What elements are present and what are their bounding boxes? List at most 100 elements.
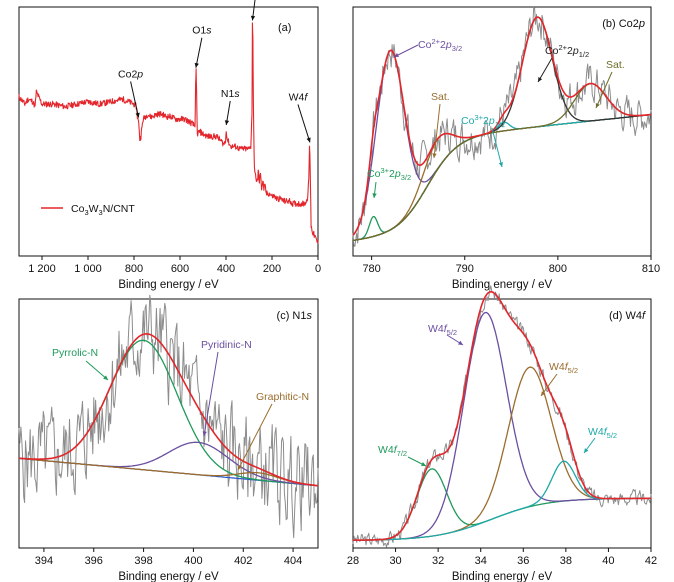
fit-component-3 xyxy=(19,457,319,487)
survey-spectrum-line xyxy=(18,22,319,244)
panel-c-n1s: 394 396 398 400 402 404 Binding energy / eV (c)… xyxy=(18,294,319,582)
peak-annotation: W4f7/2 xyxy=(378,444,407,458)
panel-label: (c) N1s xyxy=(277,310,313,322)
x-tick-label: 28 xyxy=(347,555,359,567)
plot-frame xyxy=(18,6,319,257)
plot-frame xyxy=(352,6,652,257)
x-tick-label: 0 xyxy=(315,263,321,275)
x-tick-label: 1 200 xyxy=(28,263,56,275)
annotation-arrow xyxy=(491,127,503,168)
panel-label: (d) W4f xyxy=(609,310,646,322)
fit-component-4 xyxy=(353,460,651,541)
x-tick-label: 404 xyxy=(284,555,302,567)
plot-frame xyxy=(18,298,319,549)
peak-annotation: Co2+2p1/2 xyxy=(545,43,589,59)
x-tick-label: 396 xyxy=(85,555,103,567)
fit-component-6 xyxy=(352,83,652,242)
annotation-arrow xyxy=(595,71,613,109)
peak-annotation: W4f xyxy=(289,91,309,103)
x-tick-label: 800 xyxy=(125,263,143,275)
fit-component-1 xyxy=(352,49,652,236)
x-axis-label: Binding energy / eV xyxy=(452,279,553,291)
annotation-arrow xyxy=(203,351,219,437)
arrow-head xyxy=(538,77,543,82)
peak-annotation: Pyrrolic-N xyxy=(52,347,98,359)
peak-annotation: Co3+2p3/2 xyxy=(367,166,411,182)
x-tick-label: 800 xyxy=(549,263,567,275)
x-tick-label: 30 xyxy=(389,555,401,567)
arrow-head xyxy=(238,465,242,470)
x-tick-label: 394 xyxy=(35,555,53,567)
plot-frame xyxy=(352,298,652,549)
raw-data-line xyxy=(18,294,319,539)
peak-annotation: N1s xyxy=(221,88,240,100)
arrow-head xyxy=(372,193,377,198)
x-tick-label: 600 xyxy=(171,263,189,275)
x-tick-label: 400 xyxy=(184,555,202,567)
x-tick-label: 34 xyxy=(475,555,487,567)
panel-d-w4f: 28 30 32 34 36 38 40 42 Binding energy / eV (d) W… xyxy=(347,285,657,582)
peak-annotation: Co2+2p3/2 xyxy=(418,37,462,53)
arrow-head xyxy=(306,137,311,143)
x-tick-label: 200 xyxy=(263,263,281,275)
peak-annotation: Graphitic-N xyxy=(256,391,309,403)
peak-annotation: W4f5/2 xyxy=(588,426,617,440)
x-tick-label: 38 xyxy=(560,555,572,567)
x-tick-label: 790 xyxy=(456,263,474,275)
x-axis-label: Binding energy / eV xyxy=(118,279,219,291)
raw-data-line xyxy=(352,285,652,548)
arrow-head xyxy=(432,153,437,158)
panel-label: (b) Co2p xyxy=(602,18,645,30)
x-tick-label: 1 000 xyxy=(74,263,102,275)
fit-envelope-line xyxy=(353,291,651,541)
fit-component-1 xyxy=(353,468,651,541)
arrow-head xyxy=(250,15,256,21)
annotation-arrow xyxy=(85,360,109,381)
x-tick-label: 810 xyxy=(642,263,660,275)
arrow-head xyxy=(103,375,108,380)
arrow-head xyxy=(224,120,230,126)
peak-annotation: Sat. xyxy=(606,59,625,71)
x-tick-label: 42 xyxy=(645,555,657,567)
peak-annotation: O1s xyxy=(192,25,212,37)
x-tick-label: 402 xyxy=(234,555,252,567)
arrow-head xyxy=(394,53,399,57)
annotation-arrow xyxy=(251,0,256,21)
arrow-head xyxy=(421,462,426,466)
panel-a-survey: 1 200 1 000 800 600 400 200 0 Binding energy / … xyxy=(18,0,321,291)
peak-annotation: Sat. xyxy=(431,91,450,103)
x-tick-label: 400 xyxy=(217,263,235,275)
arrow-head xyxy=(595,103,600,108)
annotation-arrow xyxy=(540,373,558,397)
arrow-head xyxy=(202,431,207,436)
x-axis-label: Binding energy / eV xyxy=(118,571,219,582)
fit-envelope-line xyxy=(18,333,319,487)
arrow-head xyxy=(498,162,503,167)
x-axis-label: Binding energy / eV xyxy=(452,571,553,582)
x-tick-label: 40 xyxy=(602,555,614,567)
arrow-head xyxy=(541,391,546,396)
arrow-head xyxy=(584,448,589,453)
annotation-arrow xyxy=(433,103,441,159)
annotation-arrow xyxy=(297,104,311,143)
x-tick-label: 36 xyxy=(517,555,529,567)
panel-label: (a) xyxy=(278,22,291,34)
annotation-arrow xyxy=(237,403,273,471)
peak-annotation: W4f5/2 xyxy=(549,361,578,375)
x-tick-label: 32 xyxy=(432,555,444,567)
legend-label: Co3W3N/CNT xyxy=(71,203,135,217)
x-tick-label: 780 xyxy=(362,263,380,275)
annotation-arrow xyxy=(130,81,140,118)
peak-annotation: Pyridinic-N xyxy=(201,339,252,351)
arrow-head xyxy=(135,112,140,118)
peak-annotation: W4f5/2 xyxy=(428,323,457,337)
peak-annotation: Co2p xyxy=(118,69,143,81)
panel-b-co2p: 780 790 800 810 Binding energy / eV (b) Co2p C… xyxy=(352,6,660,291)
x-tick-label: 398 xyxy=(134,555,152,567)
annotation-arrow xyxy=(537,57,553,83)
annotation-arrow xyxy=(195,37,203,68)
fit-envelope-line xyxy=(352,16,652,236)
peak-annotation: Co3+2p1/2 xyxy=(461,113,505,129)
arrow-head xyxy=(194,62,199,68)
